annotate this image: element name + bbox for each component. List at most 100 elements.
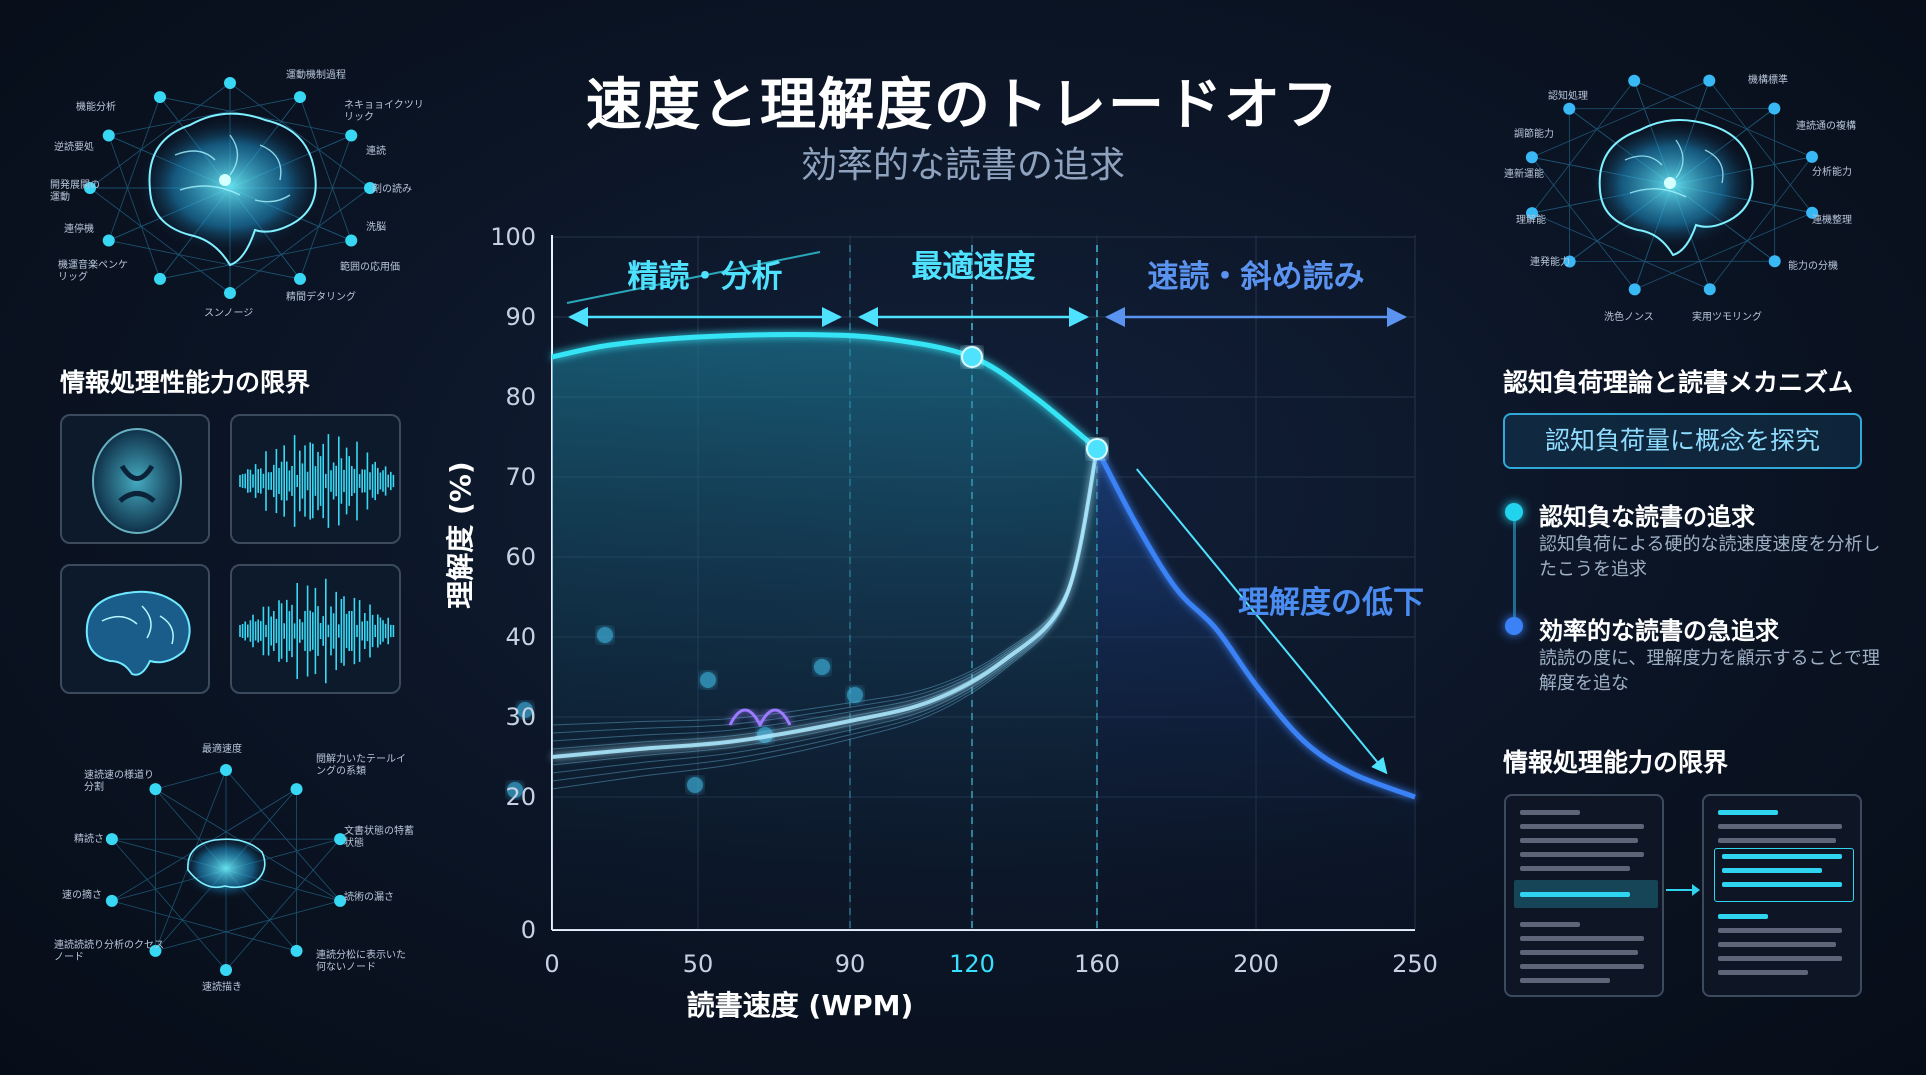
network-node <box>364 182 376 194</box>
network-node <box>334 894 347 907</box>
y-tick-label: 20 <box>505 783 536 811</box>
bullet-dot <box>1505 503 1523 521</box>
network-label: スンノージ <box>204 308 254 319</box>
document-before <box>1504 794 1664 997</box>
network-node <box>294 91 306 104</box>
neural-network-graphic <box>1525 74 1819 296</box>
y-axis-title: 理解度 (%) <box>444 461 477 608</box>
network-label: 精間デタリング <box>286 292 356 303</box>
neural-network-graphic <box>105 764 347 976</box>
network-label: 速の摘さ <box>62 890 102 901</box>
concept-box: 認知負荷量に概念を探究 <box>1503 413 1862 469</box>
network-node <box>102 129 115 142</box>
network-node <box>154 272 166 285</box>
network-link <box>111 900 297 952</box>
page-subtitle: 効率的な読書の追求 <box>800 145 1125 186</box>
network-label: 分析能力 <box>1812 167 1852 178</box>
decline-arrow <box>1135 468 1388 775</box>
network-node <box>1628 283 1641 296</box>
y-tick-label: 0 <box>521 916 536 944</box>
network-label: 読術の漏さ <box>344 892 394 903</box>
network-node <box>334 833 347 846</box>
series-line <box>551 332 1099 451</box>
network-label: 洗脳 <box>366 222 386 233</box>
network-label: 連読 <box>366 146 386 157</box>
bullet-heading: 効率的な読書の急追求 <box>1539 617 1779 645</box>
network-label: 連読分松に表示いた何ないノード <box>316 950 406 973</box>
network-node <box>84 182 96 194</box>
network-node <box>149 783 162 796</box>
network-label: 逆読要処 <box>54 142 94 153</box>
right-bottom-title: 情報処理能力の限界 <box>1503 748 1729 777</box>
network-node <box>345 129 358 142</box>
network-link <box>111 838 227 971</box>
series-line <box>1094 447 1416 800</box>
network-label: 連読読読り分析のクセスノード <box>54 940 164 963</box>
network-link <box>1634 80 1813 158</box>
area-fill <box>1097 449 1415 930</box>
network-link <box>108 240 301 280</box>
bullet-heading: 認知負な読書の追求 <box>1539 503 1755 531</box>
waveform-image <box>230 414 401 544</box>
neuron-node <box>814 659 830 675</box>
network-node <box>1628 74 1641 87</box>
brain-image <box>60 564 210 694</box>
network-link <box>108 135 161 280</box>
chart-zones: 精読・分析 最適速度 速読・斜め読み <box>568 249 1407 327</box>
network-node <box>105 833 118 846</box>
y-tick-label: 70 <box>505 463 536 491</box>
neuron-node <box>687 777 703 793</box>
y-tick-label: 60 <box>505 543 536 571</box>
network-label: 開発展開の運動 <box>50 180 100 203</box>
series-line <box>551 448 1099 759</box>
network-node <box>220 964 232 976</box>
network-link <box>1634 212 1813 290</box>
network-node <box>1703 283 1716 296</box>
network-link <box>225 838 341 971</box>
neuron-node <box>700 672 716 688</box>
network-node <box>1563 102 1576 115</box>
network-node <box>290 944 303 957</box>
network-node <box>1806 206 1819 219</box>
network-label: 連読通の複構 <box>1796 121 1856 132</box>
bullet-text: 読読の度に、理解度力を顧示することで理解度を追な <box>1539 648 1880 694</box>
network-link <box>1531 156 1636 290</box>
x-tick-label: 120 <box>949 950 995 978</box>
x-axis-title: 読書速度 (WPM) <box>687 989 914 1022</box>
network-label: 連機整理 <box>1812 215 1852 226</box>
network-link <box>1531 80 1710 158</box>
zone-label: 速読・斜め読み <box>1148 259 1365 295</box>
network-node <box>1768 255 1781 268</box>
left-section-title: 情報処理性能力の限界 <box>60 368 311 397</box>
network-node <box>1563 255 1576 268</box>
network-label: 認知処理 <box>1548 91 1588 102</box>
timeline-line <box>1513 512 1516 627</box>
network-link <box>89 82 231 189</box>
x-tick-label: 50 <box>683 950 714 978</box>
left-top-network: 運動機制過程 ネキョョイクツリリック 連読 剤の読み 洗脳 範囲の応用価 精間デ… <box>40 60 424 330</box>
accent-line <box>566 251 821 304</box>
y-tick-label: 90 <box>505 303 536 331</box>
arrow-right-icon <box>1666 884 1700 896</box>
x-tick-label: 90 <box>835 950 866 978</box>
network-label: 機構標準 <box>1748 75 1788 86</box>
y-tick-label: 100 <box>490 223 536 251</box>
synapse-glow <box>728 708 792 729</box>
network-label: 連停機 <box>64 224 94 235</box>
network-link <box>1709 156 1813 290</box>
neuron-node <box>847 687 863 703</box>
neural-network-graphic <box>84 77 376 299</box>
right-top-network: 機構標準 連読通の複構 分析能力 連機整理 能力の分機 実用ツモリング 洗色ノン… <box>1500 55 1880 340</box>
network-node <box>224 77 236 89</box>
x-tick-label: 250 <box>1392 950 1438 978</box>
data-marker <box>961 346 983 368</box>
network-link <box>1531 212 1710 290</box>
network-label: 実用ツモリング <box>1692 312 1762 323</box>
decline-annotation: 理解度の低下 <box>1238 585 1424 621</box>
network-link <box>225 769 341 902</box>
zone-label: 精読・分析 <box>628 259 783 295</box>
network-label: 能力の分機 <box>1788 261 1838 272</box>
x-tick-label: 0 <box>544 950 559 978</box>
neuron-node <box>597 627 613 643</box>
network-link <box>155 900 341 952</box>
